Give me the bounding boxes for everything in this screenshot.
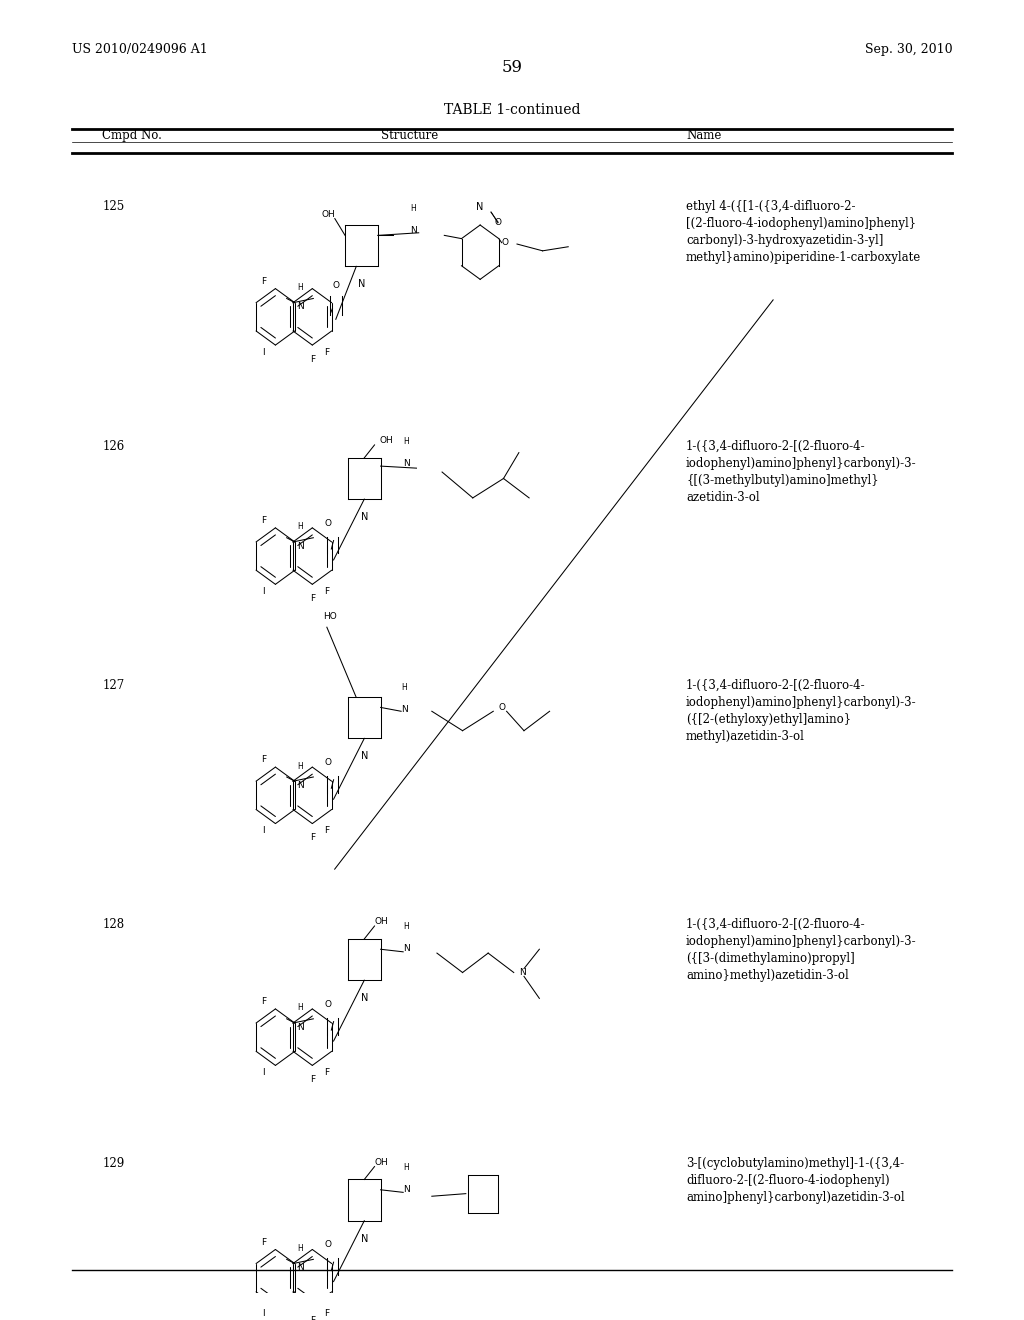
Text: 1-({3,4-difluoro-2-[(2-fluoro-4-
iodophenyl)amino]phenyl}carbonyl)-3-
{[(3-methy: 1-({3,4-difluoro-2-[(2-fluoro-4- iodophe… — [686, 440, 916, 504]
Text: 128: 128 — [102, 919, 125, 931]
Text: O: O — [325, 1241, 332, 1249]
Text: F: F — [325, 1308, 330, 1317]
Text: H: H — [411, 205, 417, 214]
Text: N: N — [360, 1234, 368, 1243]
Text: 129: 129 — [102, 1158, 125, 1171]
Text: OH: OH — [375, 1158, 388, 1167]
Text: N: N — [297, 781, 303, 789]
Text: H: H — [297, 523, 303, 531]
Text: N: N — [401, 705, 408, 714]
Text: H: H — [403, 1163, 409, 1172]
Text: F: F — [309, 833, 315, 842]
Text: F: F — [261, 1238, 266, 1246]
Text: N: N — [476, 202, 483, 213]
Text: N: N — [360, 512, 368, 523]
Text: 3-[(cyclobutylamino)methyl]-1-({3,4-
difluoro-2-[(2-fluoro-4-iodophenyl)
amino]p: 3-[(cyclobutylamino)methyl]-1-({3,4- dif… — [686, 1158, 905, 1204]
Text: F: F — [325, 587, 330, 597]
Text: O: O — [495, 218, 501, 227]
Text: F: F — [325, 1068, 330, 1077]
Text: O: O — [499, 702, 506, 711]
Text: F: F — [261, 277, 266, 285]
Text: N: N — [403, 1184, 410, 1193]
Text: 1-({3,4-difluoro-2-[(2-fluoro-4-
iodophenyl)amino]phenyl}carbonyl)-3-
({[2-(ethy: 1-({3,4-difluoro-2-[(2-fluoro-4- iodophe… — [686, 678, 916, 743]
Text: ethyl 4-({[1-({3,4-difluoro-2-
[(2-fluoro-4-iodophenyl)amino]phenyl}
carbonyl)-3: ethyl 4-({[1-({3,4-difluoro-2- [(2-fluor… — [686, 201, 922, 264]
Text: F: F — [261, 755, 266, 764]
Text: N: N — [297, 1023, 303, 1032]
Text: I: I — [262, 348, 265, 356]
Text: O: O — [502, 238, 509, 247]
Text: O: O — [325, 519, 332, 528]
Text: H: H — [297, 282, 303, 292]
Text: N: N — [360, 993, 368, 1003]
Text: F: F — [325, 348, 330, 356]
Text: H: H — [403, 437, 410, 446]
Text: 59: 59 — [502, 59, 522, 75]
Text: Sep. 30, 2010: Sep. 30, 2010 — [864, 42, 952, 55]
Text: F: F — [261, 516, 266, 525]
Text: O: O — [333, 281, 339, 289]
Text: H: H — [401, 682, 407, 692]
Text: I: I — [262, 1308, 265, 1317]
Text: H: H — [403, 923, 409, 931]
Text: OH: OH — [375, 917, 388, 927]
Text: H: H — [297, 1003, 303, 1012]
Text: TABLE 1-continued: TABLE 1-continued — [443, 103, 581, 117]
Text: N: N — [297, 541, 303, 550]
Text: 1-({3,4-difluoro-2-[(2-fluoro-4-
iodophenyl)amino]phenyl}carbonyl)-3-
({[3-(dime: 1-({3,4-difluoro-2-[(2-fluoro-4- iodophe… — [686, 919, 916, 982]
Text: 125: 125 — [102, 201, 125, 214]
Text: 126: 126 — [102, 440, 125, 453]
Text: N: N — [360, 751, 368, 762]
Text: N: N — [519, 968, 525, 977]
Text: OH: OH — [380, 436, 393, 445]
Text: HO: HO — [324, 611, 337, 620]
Text: F: F — [309, 355, 315, 364]
Text: Cmpd No.: Cmpd No. — [102, 129, 162, 143]
Text: O: O — [325, 999, 332, 1008]
Text: I: I — [262, 587, 265, 597]
Text: H: H — [297, 1243, 303, 1253]
Text: Structure: Structure — [381, 129, 438, 143]
Text: F: F — [309, 594, 315, 603]
Text: Name: Name — [686, 129, 722, 143]
Text: O: O — [325, 758, 332, 767]
Text: F: F — [325, 826, 330, 836]
Text: N: N — [411, 226, 417, 235]
Text: H: H — [297, 762, 303, 771]
Text: N: N — [357, 280, 366, 289]
Text: I: I — [262, 826, 265, 836]
Text: N: N — [402, 459, 410, 469]
Text: F: F — [309, 1316, 315, 1320]
Text: US 2010/0249096 A1: US 2010/0249096 A1 — [72, 42, 208, 55]
Text: I: I — [262, 1068, 265, 1077]
Text: F: F — [309, 1076, 315, 1084]
Text: OH: OH — [322, 210, 335, 219]
Text: F: F — [261, 997, 266, 1006]
Text: N: N — [403, 944, 410, 953]
Text: N: N — [297, 302, 303, 312]
Text: N: N — [297, 1263, 303, 1272]
Text: 127: 127 — [102, 678, 125, 692]
